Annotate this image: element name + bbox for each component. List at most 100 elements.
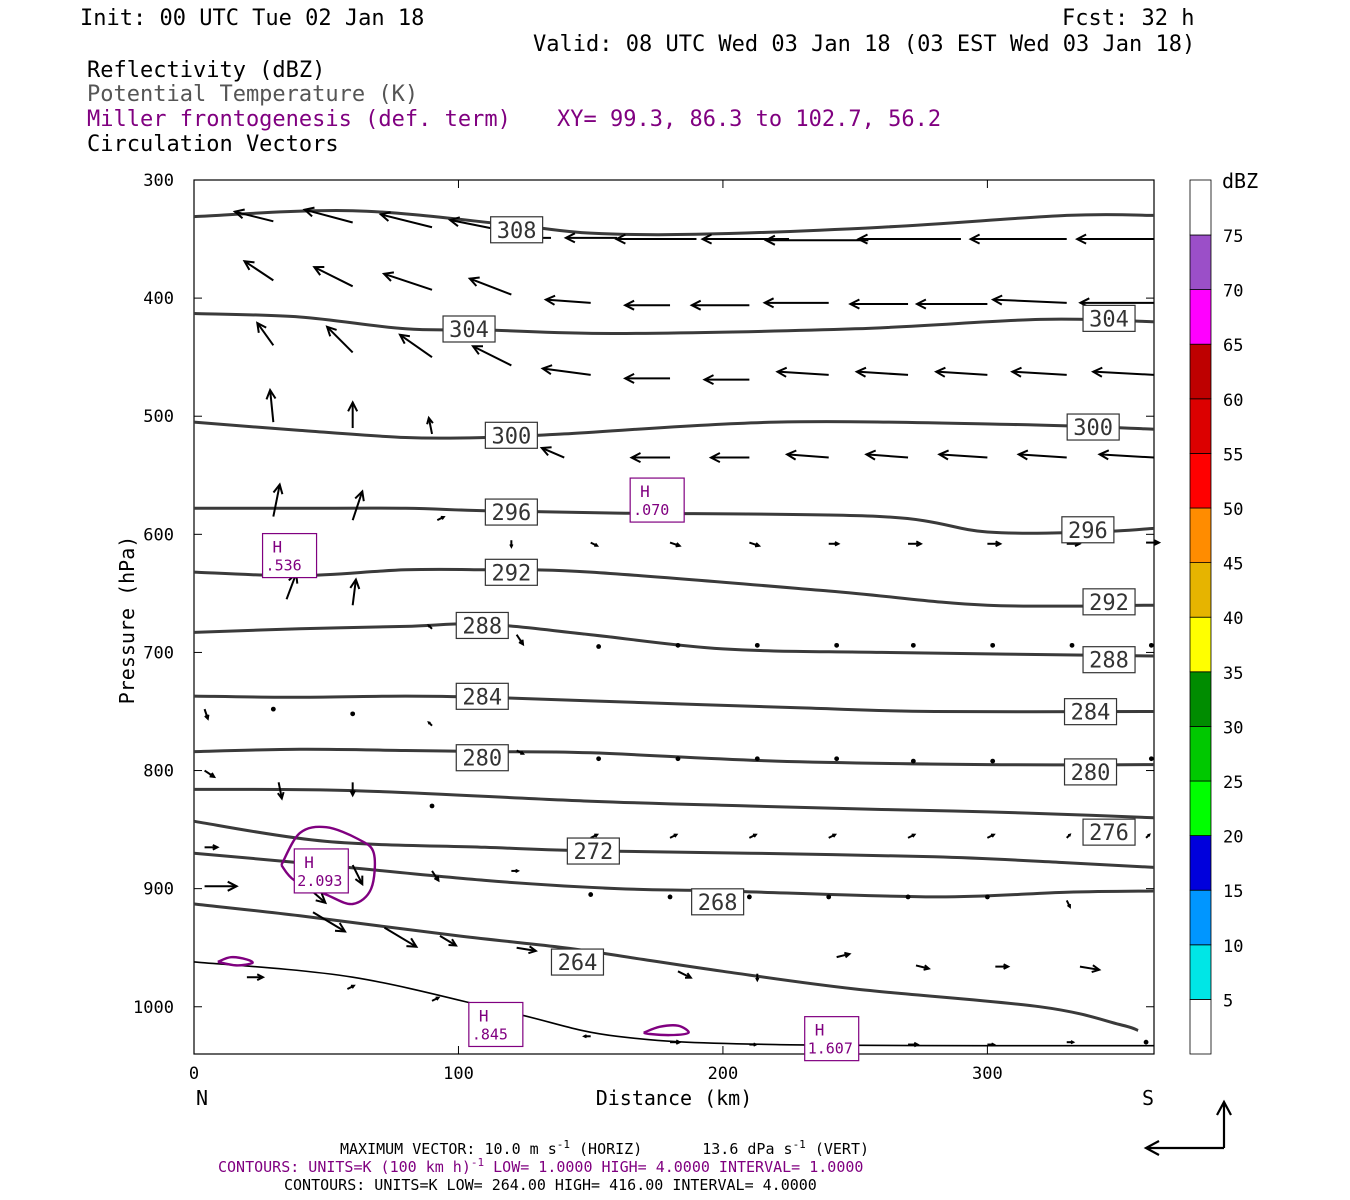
vector-stub xyxy=(596,756,602,762)
vector-head xyxy=(1091,366,1103,378)
colorbar-tick-label: 40 xyxy=(1223,609,1243,629)
vector-shaft xyxy=(542,367,591,376)
theta-contour-296 xyxy=(194,506,1155,535)
isentrope-label: 296 xyxy=(484,498,538,526)
x-end-label-south: S xyxy=(1142,1086,1154,1110)
vector-head xyxy=(378,211,391,222)
circulation-vector xyxy=(864,449,909,461)
isentrope-label-text: 292 xyxy=(491,561,531,586)
fronto-contour-info-exponent: -1 xyxy=(471,1156,484,1169)
circulation-vector xyxy=(270,706,276,712)
colorbar-tick-label: 60 xyxy=(1223,391,1243,411)
circulation-vector xyxy=(907,833,917,839)
vector-head xyxy=(834,541,841,547)
vector-shaft xyxy=(677,970,692,979)
plot-frame xyxy=(193,179,1155,1055)
init-time: Init: 00 UTC Tue 02 Jan 18 xyxy=(80,6,424,31)
colorbar-segment xyxy=(1189,343,1212,400)
circulation-vector xyxy=(669,541,682,548)
circulation-vector xyxy=(1066,833,1072,839)
circulation-vector xyxy=(590,833,600,839)
circulation-vector xyxy=(515,634,525,647)
vector-head xyxy=(325,325,337,337)
circulation-vector xyxy=(755,973,760,983)
vector-head xyxy=(312,266,325,276)
fronto-max-label: H.845 xyxy=(468,1001,524,1048)
circulation-vector xyxy=(1010,366,1067,378)
vector-head xyxy=(448,938,458,947)
isentrope-label-text: 284 xyxy=(462,685,502,710)
vector-stub xyxy=(1143,1039,1149,1045)
circulation-vector xyxy=(775,366,829,378)
fronto-max-value: 2.093 xyxy=(297,872,342,890)
circulation-vector xyxy=(908,540,923,547)
isentrope-label-text: 300 xyxy=(1073,416,1113,441)
fronto-max-h: H xyxy=(304,853,314,872)
x-axis: 0 100 200 300 xyxy=(189,180,1003,1084)
theta-contour-info: CONTOURS: UNITS=K LOW= 264.00 HIGH= 416.… xyxy=(284,1176,817,1194)
vector-head xyxy=(594,833,600,838)
colorbar-tick-label: 5 xyxy=(1223,991,1233,1011)
theta-contour-300 xyxy=(193,420,1155,440)
circulation-vector xyxy=(990,294,1067,306)
vector-head xyxy=(518,639,525,647)
circulation-vector xyxy=(984,894,990,900)
vector-head xyxy=(689,299,702,311)
isentrope-label: 296 xyxy=(1061,516,1115,544)
vector-head xyxy=(775,366,788,378)
vector-shaft xyxy=(472,345,512,367)
circulation-vector xyxy=(675,756,681,762)
circulation-vector xyxy=(582,1034,591,1039)
vector-head xyxy=(433,875,440,883)
circulation-vector xyxy=(708,452,750,463)
circulation-vector xyxy=(471,345,512,367)
vector-shaft xyxy=(787,453,829,459)
max-vector-horiz-exponent: -1 xyxy=(557,1138,570,1151)
circulation-vector xyxy=(467,276,512,296)
max-vector-text: MAXIMUM VECTOR: 10.0 m s-1 (HORIZ) 13.6 d… xyxy=(340,1138,869,1158)
vector-stub xyxy=(910,642,916,648)
vector-head xyxy=(256,321,267,333)
isentrope-label: 308 xyxy=(490,216,544,244)
vector-head xyxy=(1010,366,1022,378)
isentrope-label: 288 xyxy=(1082,646,1136,674)
circulation-vector xyxy=(302,206,353,224)
circulation-vector xyxy=(968,233,1067,245)
circulation-vector xyxy=(908,1041,920,1048)
vector-head xyxy=(752,833,758,838)
circulation-vector xyxy=(1146,539,1162,546)
vector-head xyxy=(227,880,239,892)
vector-head xyxy=(854,366,867,378)
vector-head xyxy=(302,206,315,218)
max-vector-vert-suffix: (VERT) xyxy=(806,1140,869,1158)
circulation-vector xyxy=(1075,233,1154,245)
vector-head xyxy=(990,833,996,838)
vector-head xyxy=(515,868,521,873)
isentrope-label-text: 304 xyxy=(449,318,489,343)
vector-head xyxy=(1067,833,1072,837)
circulation-vector xyxy=(436,515,446,522)
isentrope-label-box xyxy=(455,744,509,772)
circulation-vector xyxy=(312,266,354,288)
isentrope-label-box xyxy=(566,837,620,865)
vector-head xyxy=(968,233,981,245)
circulation-vector xyxy=(1145,833,1151,839)
circulation-vector xyxy=(749,1042,759,1047)
vector-shaft xyxy=(1093,370,1155,376)
vector-shaft xyxy=(234,210,274,223)
colorbar-tick-label: 65 xyxy=(1223,336,1243,356)
vector-shaft xyxy=(541,447,565,459)
isentrope-label: 288 xyxy=(455,611,509,639)
circulation-vector xyxy=(762,297,829,309)
circulation-vector xyxy=(702,374,750,385)
circulation-vector xyxy=(763,234,869,246)
colorbar-tick-label: 25 xyxy=(1223,773,1243,793)
colorbar-tick-label: 45 xyxy=(1223,555,1243,575)
circulation-vector xyxy=(539,446,565,459)
vector-shaft xyxy=(939,453,988,459)
vector-head xyxy=(1075,233,1087,245)
vector-shaft xyxy=(269,390,275,423)
vector-head xyxy=(447,216,461,227)
isentrope-label-box xyxy=(1063,758,1118,786)
circulation-vector xyxy=(516,945,538,955)
